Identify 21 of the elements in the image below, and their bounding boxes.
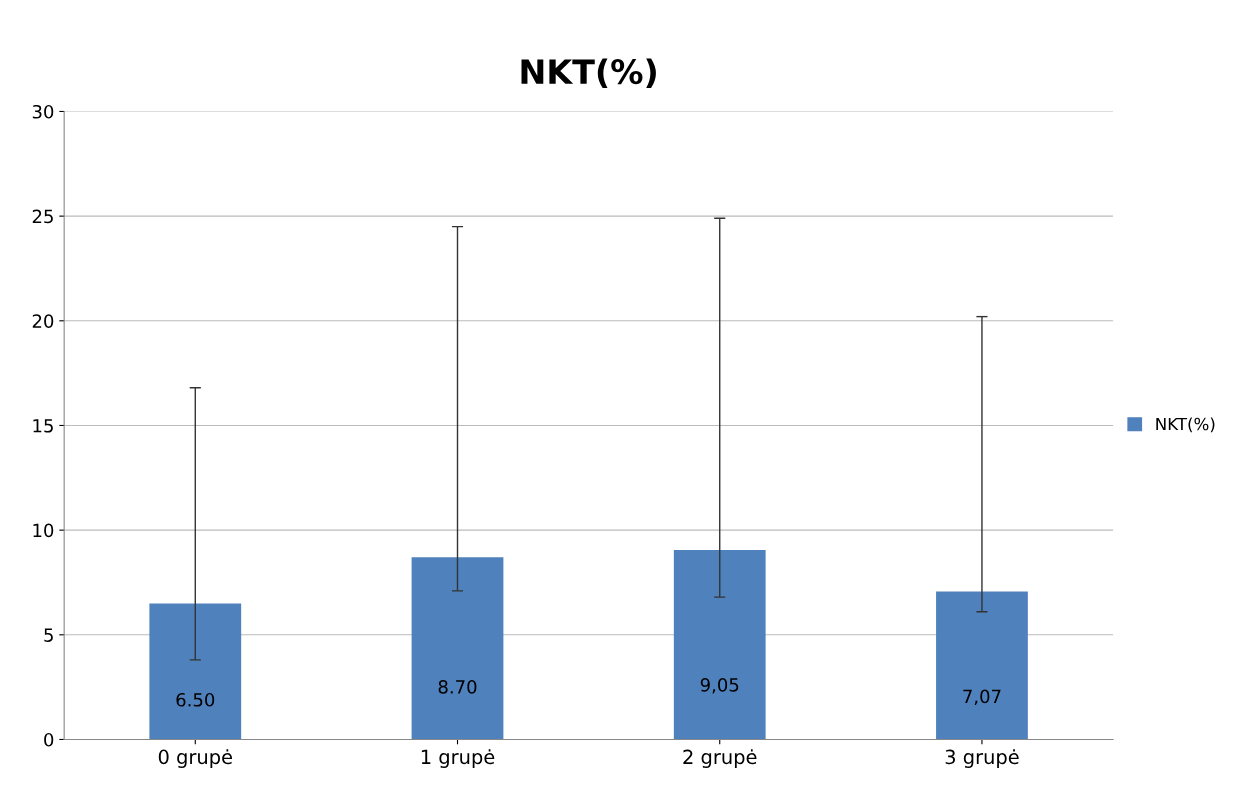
bar: [673, 550, 766, 740]
data-label: 8.70: [438, 680, 477, 694]
y-tick-label: 20: [32, 314, 54, 328]
x-tick-label: 0 grupė: [158, 749, 232, 769]
legend-label: NKT(%): [1156, 417, 1215, 433]
y-tick-label: 25: [32, 209, 53, 224]
bar: [149, 603, 242, 740]
y-tick-label: 15: [33, 419, 53, 433]
data-label: 7,07: [963, 689, 1001, 706]
x-tick-label: 1 grupė: [421, 749, 495, 769]
x-tick-label: 3 grupė: [945, 749, 1019, 769]
data-label: 6.50: [176, 692, 215, 707]
y-tick-label: 30: [32, 104, 54, 119]
y-tick-label: 5: [44, 628, 53, 642]
x-tick-label: 2 grupė: [683, 749, 757, 769]
bar: [936, 591, 1028, 740]
data-label: 9,05: [700, 678, 739, 694]
y-tick-label: 0: [44, 732, 54, 747]
y-tick-label: 10: [33, 523, 54, 538]
bar: [411, 557, 504, 740]
chart-title: NKT(%): [521, 58, 656, 89]
